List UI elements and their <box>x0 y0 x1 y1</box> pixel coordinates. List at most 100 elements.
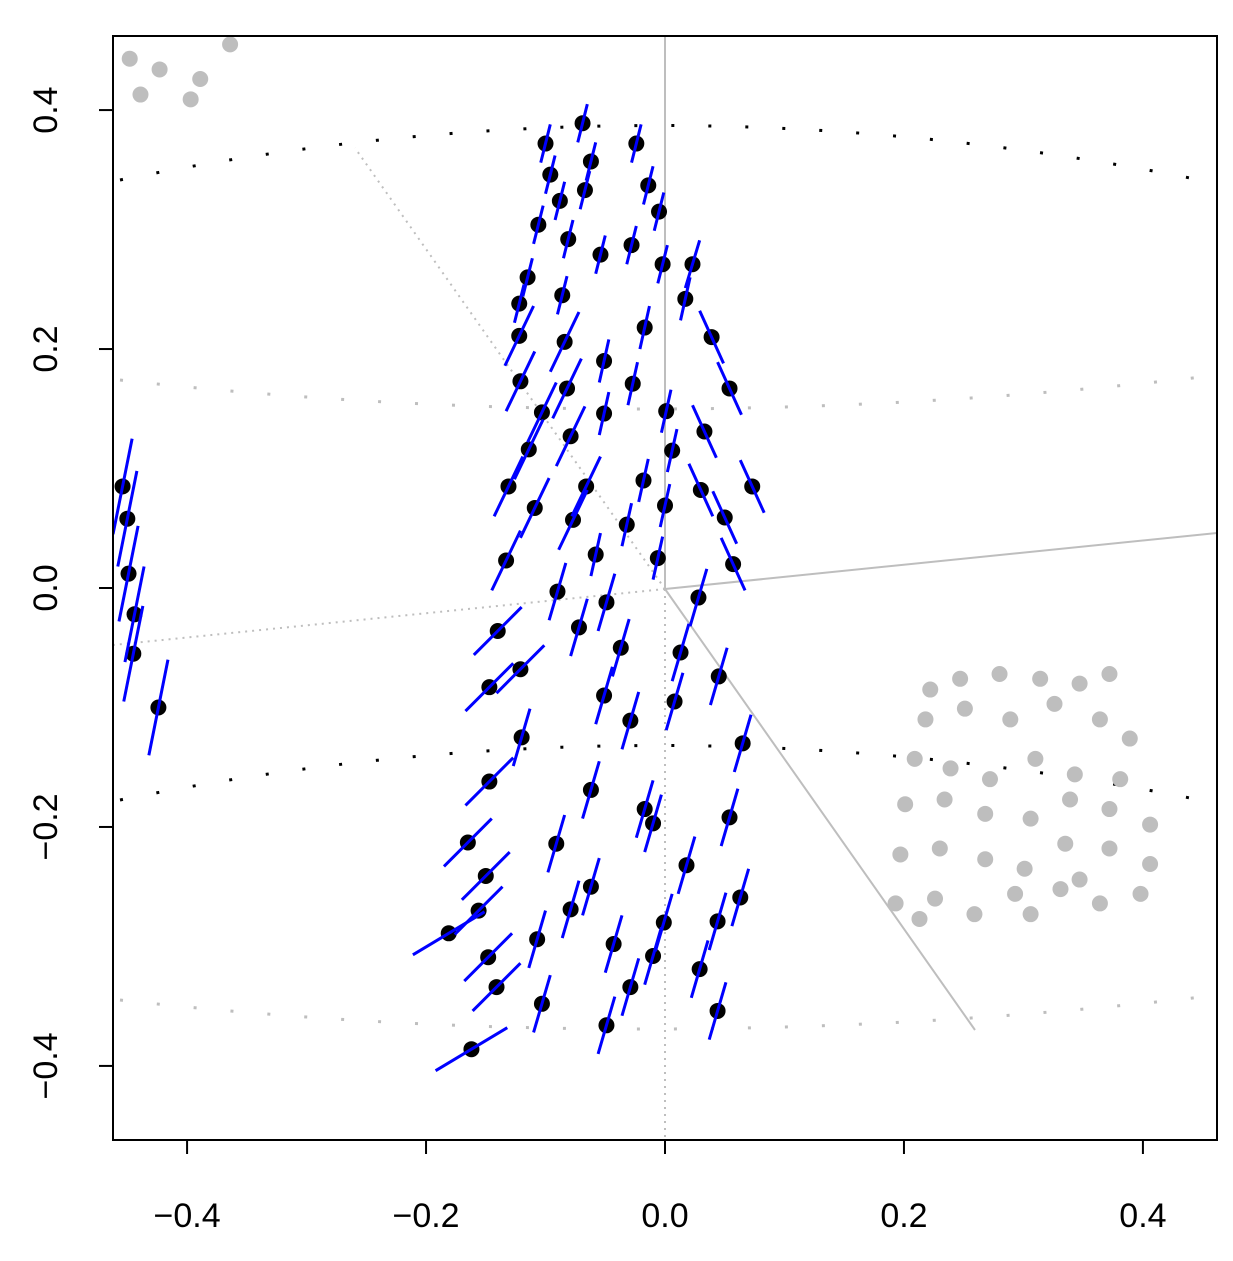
point <box>922 681 939 698</box>
direction-segment <box>676 836 697 895</box>
guide-line <box>664 588 976 1031</box>
point <box>1062 791 1079 808</box>
point <box>911 910 928 927</box>
direction-segment <box>707 981 728 1041</box>
direction-segment <box>553 181 567 221</box>
direction-segment <box>597 391 611 436</box>
point <box>1052 881 1069 898</box>
direction-segment <box>637 458 650 503</box>
direction-segment <box>732 714 753 773</box>
direction-segment <box>630 124 643 164</box>
direction-segment <box>495 644 546 695</box>
point <box>991 666 1008 683</box>
direction-segment <box>546 814 567 873</box>
direction-segment <box>738 459 766 514</box>
direction-segment <box>434 1026 509 1072</box>
direction-segment <box>471 962 522 1013</box>
point <box>1132 885 1149 902</box>
point <box>1071 675 1088 692</box>
point <box>981 771 998 788</box>
point <box>887 895 904 912</box>
point <box>1022 906 1039 923</box>
direction-segment <box>716 361 743 416</box>
direction-segment <box>527 910 547 969</box>
point <box>977 851 994 868</box>
direction-segment <box>116 470 139 567</box>
point <box>1101 840 1118 857</box>
point <box>892 846 909 863</box>
direction-segment <box>464 756 515 807</box>
point <box>1057 835 1074 852</box>
x-tick-label: −0.2 <box>392 1197 459 1235</box>
guides <box>113 36 1217 1140</box>
direction-segment <box>610 618 631 677</box>
direction-segment <box>652 192 666 232</box>
point <box>952 670 969 687</box>
direction-segment <box>504 350 537 412</box>
direction-segment <box>503 305 535 367</box>
direction-segment <box>123 566 146 663</box>
direction-segment <box>460 850 511 901</box>
direction-segment <box>547 562 568 621</box>
guide-line <box>113 588 666 646</box>
direction-segment <box>492 455 525 517</box>
direction-segment <box>511 708 532 767</box>
direction-segment <box>634 779 655 839</box>
direction-segment <box>596 996 617 1055</box>
point <box>917 711 934 728</box>
direction-segment <box>642 165 655 205</box>
direction-segment <box>656 244 669 284</box>
direction-segment <box>698 310 725 364</box>
direction-segment <box>620 502 634 547</box>
direction-segment <box>707 892 728 951</box>
direction-segment <box>719 788 740 847</box>
direction-segment <box>570 455 602 517</box>
point <box>1046 695 1063 712</box>
direction-segment <box>626 361 639 406</box>
direction-segment <box>643 794 663 853</box>
y-tick-label: 0.2 <box>27 325 65 372</box>
point <box>906 750 923 767</box>
direction-segment <box>463 932 514 983</box>
direction-segment <box>526 381 558 443</box>
point <box>1091 711 1108 728</box>
direction-segment <box>557 489 589 551</box>
direction-segment <box>472 606 523 656</box>
y-tick-label: −0.4 <box>27 1032 65 1099</box>
point <box>1091 895 1108 912</box>
marks <box>113 36 1159 1072</box>
direction-segment <box>512 284 526 324</box>
x-tick-label: 0.2 <box>880 1197 927 1235</box>
point <box>956 700 973 717</box>
x-tick-label: −0.4 <box>154 1197 221 1235</box>
point <box>1101 666 1118 683</box>
point <box>222 36 239 53</box>
point <box>1066 766 1083 783</box>
direction-segment <box>147 659 170 756</box>
point <box>1071 871 1088 888</box>
direction-segment <box>519 477 551 539</box>
point <box>931 840 948 857</box>
direction-segment <box>442 817 493 868</box>
direction-segment <box>554 405 587 467</box>
point <box>1101 801 1118 818</box>
direction-segment <box>594 666 614 725</box>
direction-segment <box>625 225 638 265</box>
direction-segment <box>551 357 583 419</box>
direction-segment <box>581 760 601 820</box>
direction-segment <box>513 418 545 480</box>
direction-segment <box>620 691 641 750</box>
direction-segment <box>638 305 651 350</box>
direction-segment <box>658 483 672 528</box>
direction-segment <box>659 389 673 434</box>
point <box>192 71 209 88</box>
direction-segment <box>679 277 692 321</box>
direction-segment <box>589 532 602 577</box>
point <box>1016 860 1033 877</box>
direction-segment <box>581 857 601 916</box>
point <box>936 791 953 808</box>
direction-segment <box>453 885 504 936</box>
direction-segment <box>643 926 663 986</box>
